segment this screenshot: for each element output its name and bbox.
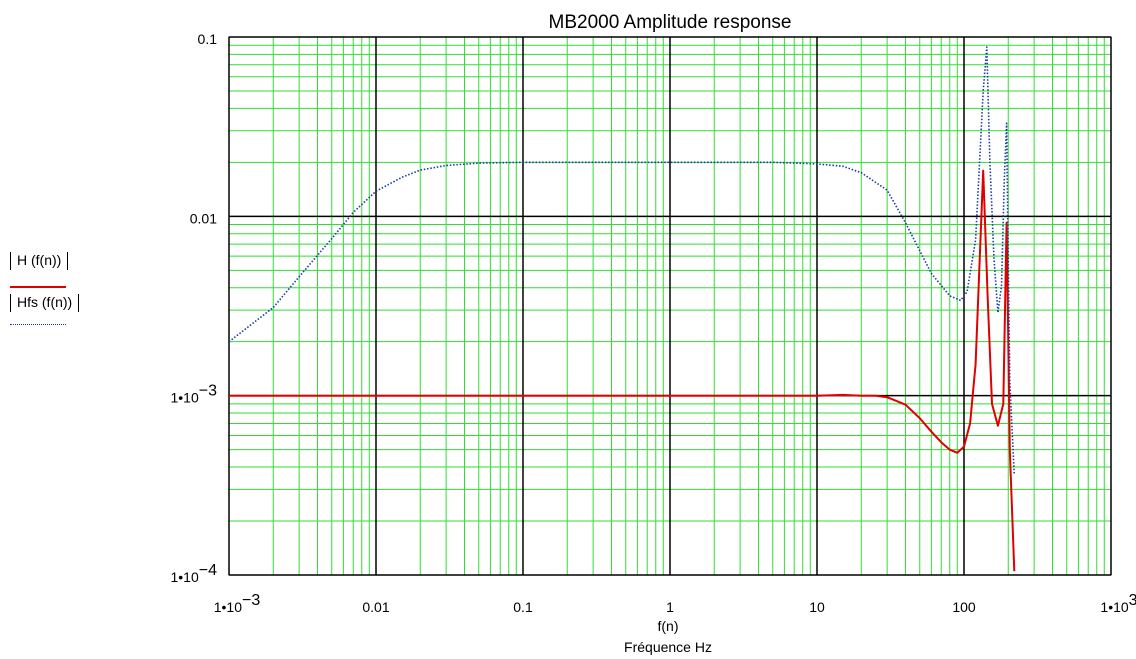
x-tick-label: 100 — [952, 599, 976, 615]
series-hfs-line — [228, 46, 1016, 476]
series-h-line — [229, 169, 1016, 572]
legend-entry-hfs: Hfs (f(n)) — [10, 294, 85, 313]
x-tick-label: 0.1 — [513, 599, 533, 615]
legend-label-h: H (f(n)) — [17, 252, 62, 268]
y-tick-label: 0.1 — [198, 31, 218, 47]
x-tick-label: 1 — [666, 599, 674, 615]
x-tick-label: 0.01 — [362, 599, 389, 615]
legend-swatch-h — [10, 286, 66, 288]
y-tick-label: 1•10−4 — [170, 562, 217, 585]
x-tick-label: 10 — [809, 599, 825, 615]
legend-entry-h: H (f(n)) — [10, 252, 74, 271]
chart-grid — [228, 36, 1112, 576]
chart-title: MB2000 Amplitude response — [549, 12, 792, 33]
y-tick-label: 0.01 — [190, 210, 217, 226]
x-axis-label: f(n) — [658, 618, 679, 634]
x-tick-label: 1•103 — [1100, 592, 1136, 615]
legend-swatch-hfs — [10, 324, 66, 325]
x-axis-label-unit: Fréquence Hz — [624, 639, 712, 655]
x-tick-label: 1•10−3 — [214, 592, 261, 615]
legend-label-hfs: Hfs (f(n)) — [17, 294, 73, 310]
tick-labels: 1•10−3 0.01 0.1 1 10 100 1•103 0.1 0.01 1•10−3 1•1… — [170, 31, 1136, 615]
plot-frame — [228, 36, 1112, 576]
y-tick-label: 1•10−3 — [170, 383, 217, 406]
series-layer — [228, 46, 1016, 572]
